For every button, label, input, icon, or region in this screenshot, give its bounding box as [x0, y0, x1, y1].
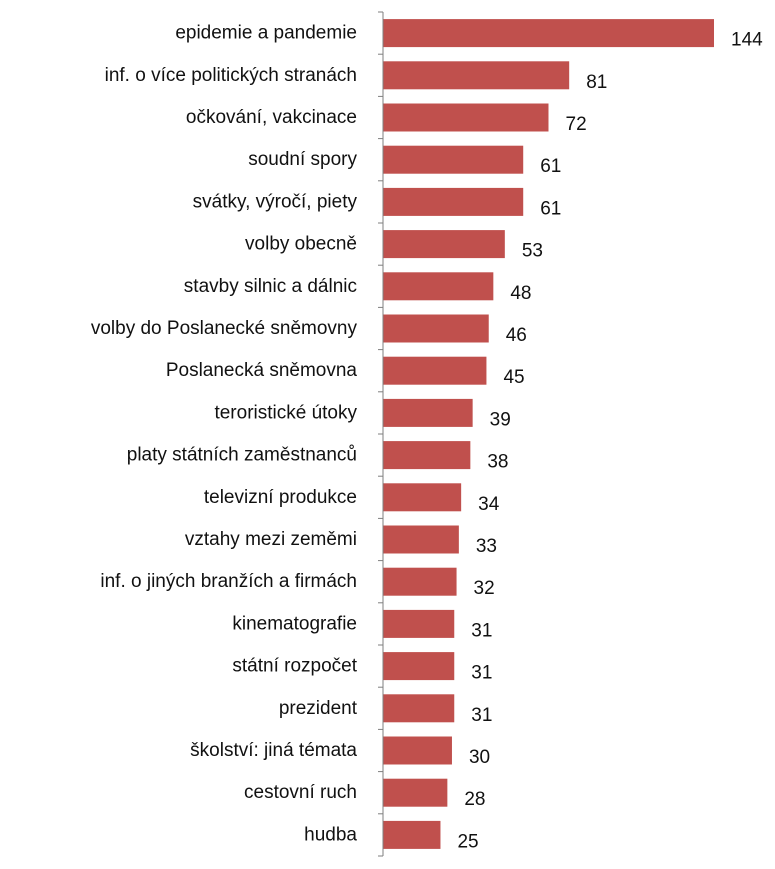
category-label: svátky, výročí, piety [193, 191, 358, 212]
category-label: Poslanecká sněmovna [166, 360, 358, 381]
value-label: 72 [566, 114, 587, 135]
value-label: 46 [506, 325, 527, 346]
category-label: soudní spory [248, 149, 357, 170]
value-label: 25 [457, 831, 478, 852]
bars-group [383, 19, 714, 849]
category-label: prezident [279, 698, 358, 719]
bar-vztahy-mezi-zememi [383, 525, 459, 554]
value-label: 39 [490, 409, 511, 430]
bar-volby-do-poslanecke-snemovny [383, 314, 489, 343]
value-label: 28 [464, 789, 485, 810]
value-label: 61 [540, 156, 561, 177]
category-label: stavby silnic a dálnic [184, 276, 357, 297]
value-label: 33 [476, 536, 497, 557]
category-label: televizní produkce [204, 487, 357, 508]
category-axis [378, 11, 384, 857]
bar-prezident [383, 694, 455, 723]
bar-skolstvi-jina-temata [383, 736, 452, 765]
category-label: volby do Poslanecké sněmovny [91, 318, 358, 339]
value-label: 30 [469, 747, 490, 768]
value-label: 61 [540, 198, 561, 219]
category-label: teroristické útoky [214, 402, 357, 423]
bar-televizni-produkce [383, 483, 462, 512]
value-label: 38 [487, 452, 508, 473]
bar-svatky-vyroci-piety [383, 187, 524, 216]
category-label: kinematografie [232, 613, 357, 634]
value-label: 48 [510, 283, 531, 304]
bar-volby-obecne [383, 230, 505, 259]
category-label: volby obecně [245, 234, 357, 255]
category-labels: epidemie a pandemie inf. o více politický… [91, 23, 358, 846]
value-label: 34 [478, 494, 500, 515]
bar-hudba [383, 820, 441, 849]
category-label: inf. o jiných branžích a firmách [100, 571, 357, 592]
category-label: epidemie a pandemie [175, 23, 357, 44]
bar-epidemie-a-pandemie [383, 19, 714, 48]
category-label: státní rozpočet [232, 656, 357, 677]
category-label: hudba [304, 824, 357, 845]
bar-inf-o-jinych-branzich-a-firmach [383, 567, 457, 596]
value-label: 32 [474, 578, 495, 599]
bar-soudni-spory [383, 145, 524, 174]
category-label: vztahy mezi zeměmi [185, 529, 357, 550]
bar-poslanecka-snemovna [383, 356, 487, 385]
category-label: platy státních zaměstnanců [127, 445, 357, 466]
bar-cestovni-ruch [383, 778, 448, 807]
value-label: 31 [471, 705, 492, 726]
bar-stavby-silnic-a-dalnic [383, 272, 494, 301]
category-label: inf. o více politických stranách [105, 65, 357, 86]
value-label: 144 [731, 30, 763, 51]
bar-kinematografie [383, 609, 455, 638]
bar-ockovani-vakcinace [383, 103, 549, 132]
bar-platy-statnich-zamestnancu [383, 441, 471, 470]
value-label: 31 [471, 663, 492, 684]
value-label: 81 [586, 72, 607, 93]
bar-inf-o-vice-politickych-stranach [383, 61, 570, 90]
bar-statni-rozpocet [383, 652, 455, 681]
category-label: školství: jiná témata [190, 740, 357, 761]
bar-teroristicke-utoky [383, 398, 473, 427]
category-label: očkování, vakcinace [186, 107, 357, 128]
value-label: 53 [522, 241, 543, 262]
value-labels: 1448172616153484645393834333231313130282… [457, 30, 763, 853]
value-label: 45 [503, 367, 524, 388]
value-label: 31 [471, 620, 492, 641]
category-label: cestovní ruch [244, 782, 357, 803]
